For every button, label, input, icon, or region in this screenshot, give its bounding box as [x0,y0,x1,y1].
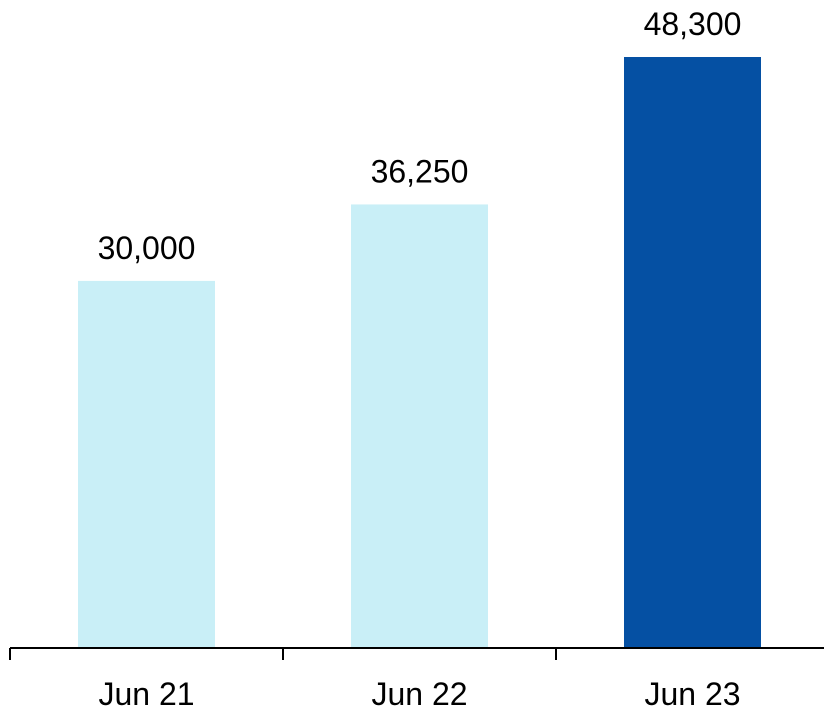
x-tick-label: Jun 21 [98,676,194,712]
value-label: 30,000 [98,230,196,266]
x-axis: Jun 21 Jun 22 Jun 23 [9,647,824,712]
bar-jun-21 [78,280,215,648]
bar-jun-22 [351,204,488,648]
value-label: 36,250 [371,153,469,189]
value-labels-layer: 30,000 36,250 48,300 [98,6,742,266]
bar-jun-23 [624,57,761,648]
x-tick-label: Jun 22 [371,676,467,712]
x-tick-label: Jun 23 [644,676,740,712]
bars-layer [78,57,761,648]
value-label: 48,300 [644,6,742,42]
